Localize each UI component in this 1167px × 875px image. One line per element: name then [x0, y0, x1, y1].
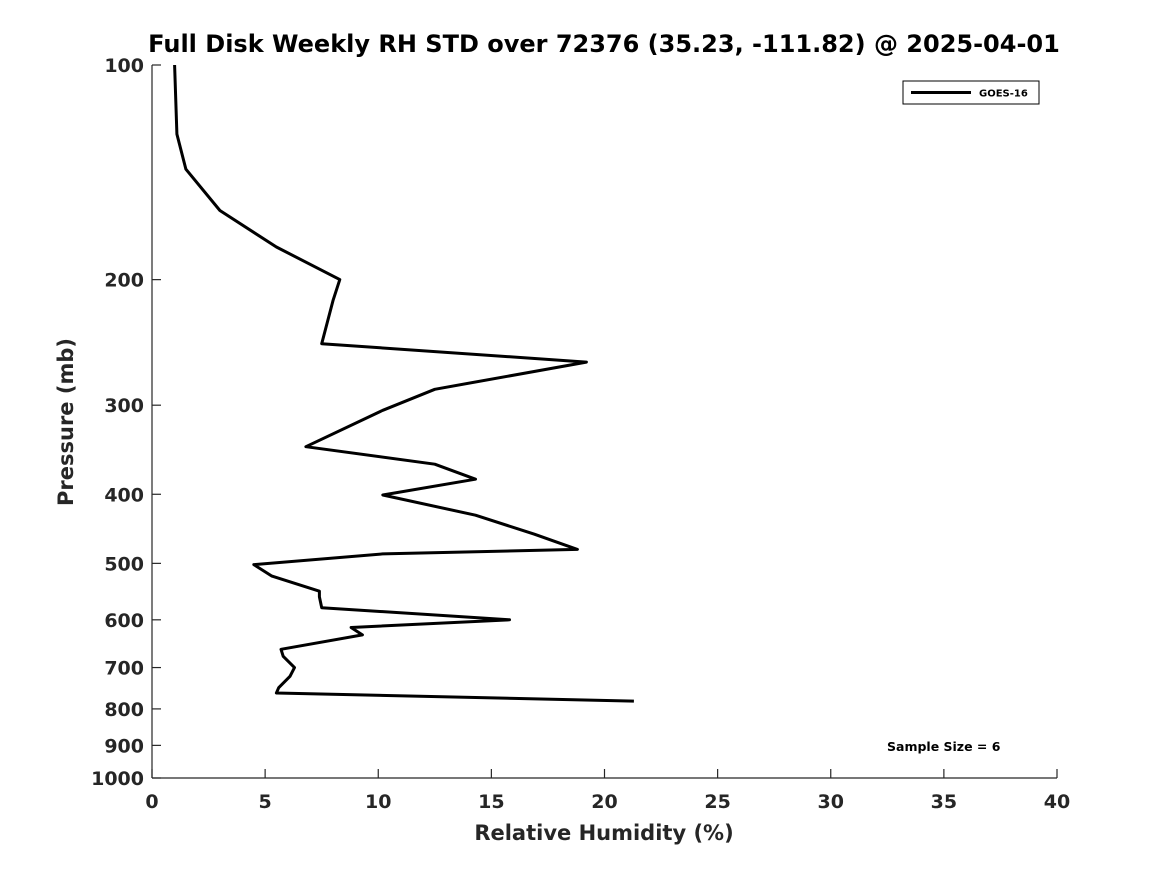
chart-title: Full Disk Weekly RH STD over 72376 (35.2… [148, 30, 1060, 58]
x-tick-label: 5 [259, 791, 272, 813]
x-axis-ticks: 0 5 10 15 20 25 30 35 40 [145, 769, 1070, 813]
y-tick-label: 200 [104, 270, 144, 292]
sample-size-annotation: Sample Size = 6 [887, 739, 1001, 754]
y-tick-label: 700 [104, 658, 144, 680]
legend: GOES-16 [902, 80, 1040, 105]
x-tick-label: 15 [478, 791, 504, 813]
y-axis-label: Pressure (mb) [54, 338, 78, 506]
x-tick-label: 30 [818, 791, 844, 813]
series-line-goes-16 [173, 64, 634, 703]
y-axis-ticks: 100 200 300 400 500 600 700 800 900 1000 [91, 55, 161, 790]
y-tick-label: 900 [104, 735, 144, 757]
y-tick-label: 800 [104, 699, 144, 721]
y-tick-label: 400 [104, 484, 144, 506]
y-tick-label: 600 [104, 610, 144, 632]
x-tick-label: 25 [704, 791, 730, 813]
y-tick-label: 100 [104, 55, 144, 77]
x-tick-label: 20 [591, 791, 617, 813]
x-tick-label: 0 [145, 791, 158, 813]
y-tick-label: 1000 [91, 768, 144, 790]
y-tick-label: 300 [104, 395, 144, 417]
legend-label: GOES-16 [979, 89, 1028, 100]
y-tick-label: 500 [104, 553, 144, 575]
x-axis-label: Relative Humidity (%) [474, 821, 733, 845]
x-tick-label: 40 [1044, 791, 1070, 813]
x-tick-label: 10 [365, 791, 391, 813]
series-layer [173, 64, 634, 703]
x-tick-label: 35 [931, 791, 957, 813]
